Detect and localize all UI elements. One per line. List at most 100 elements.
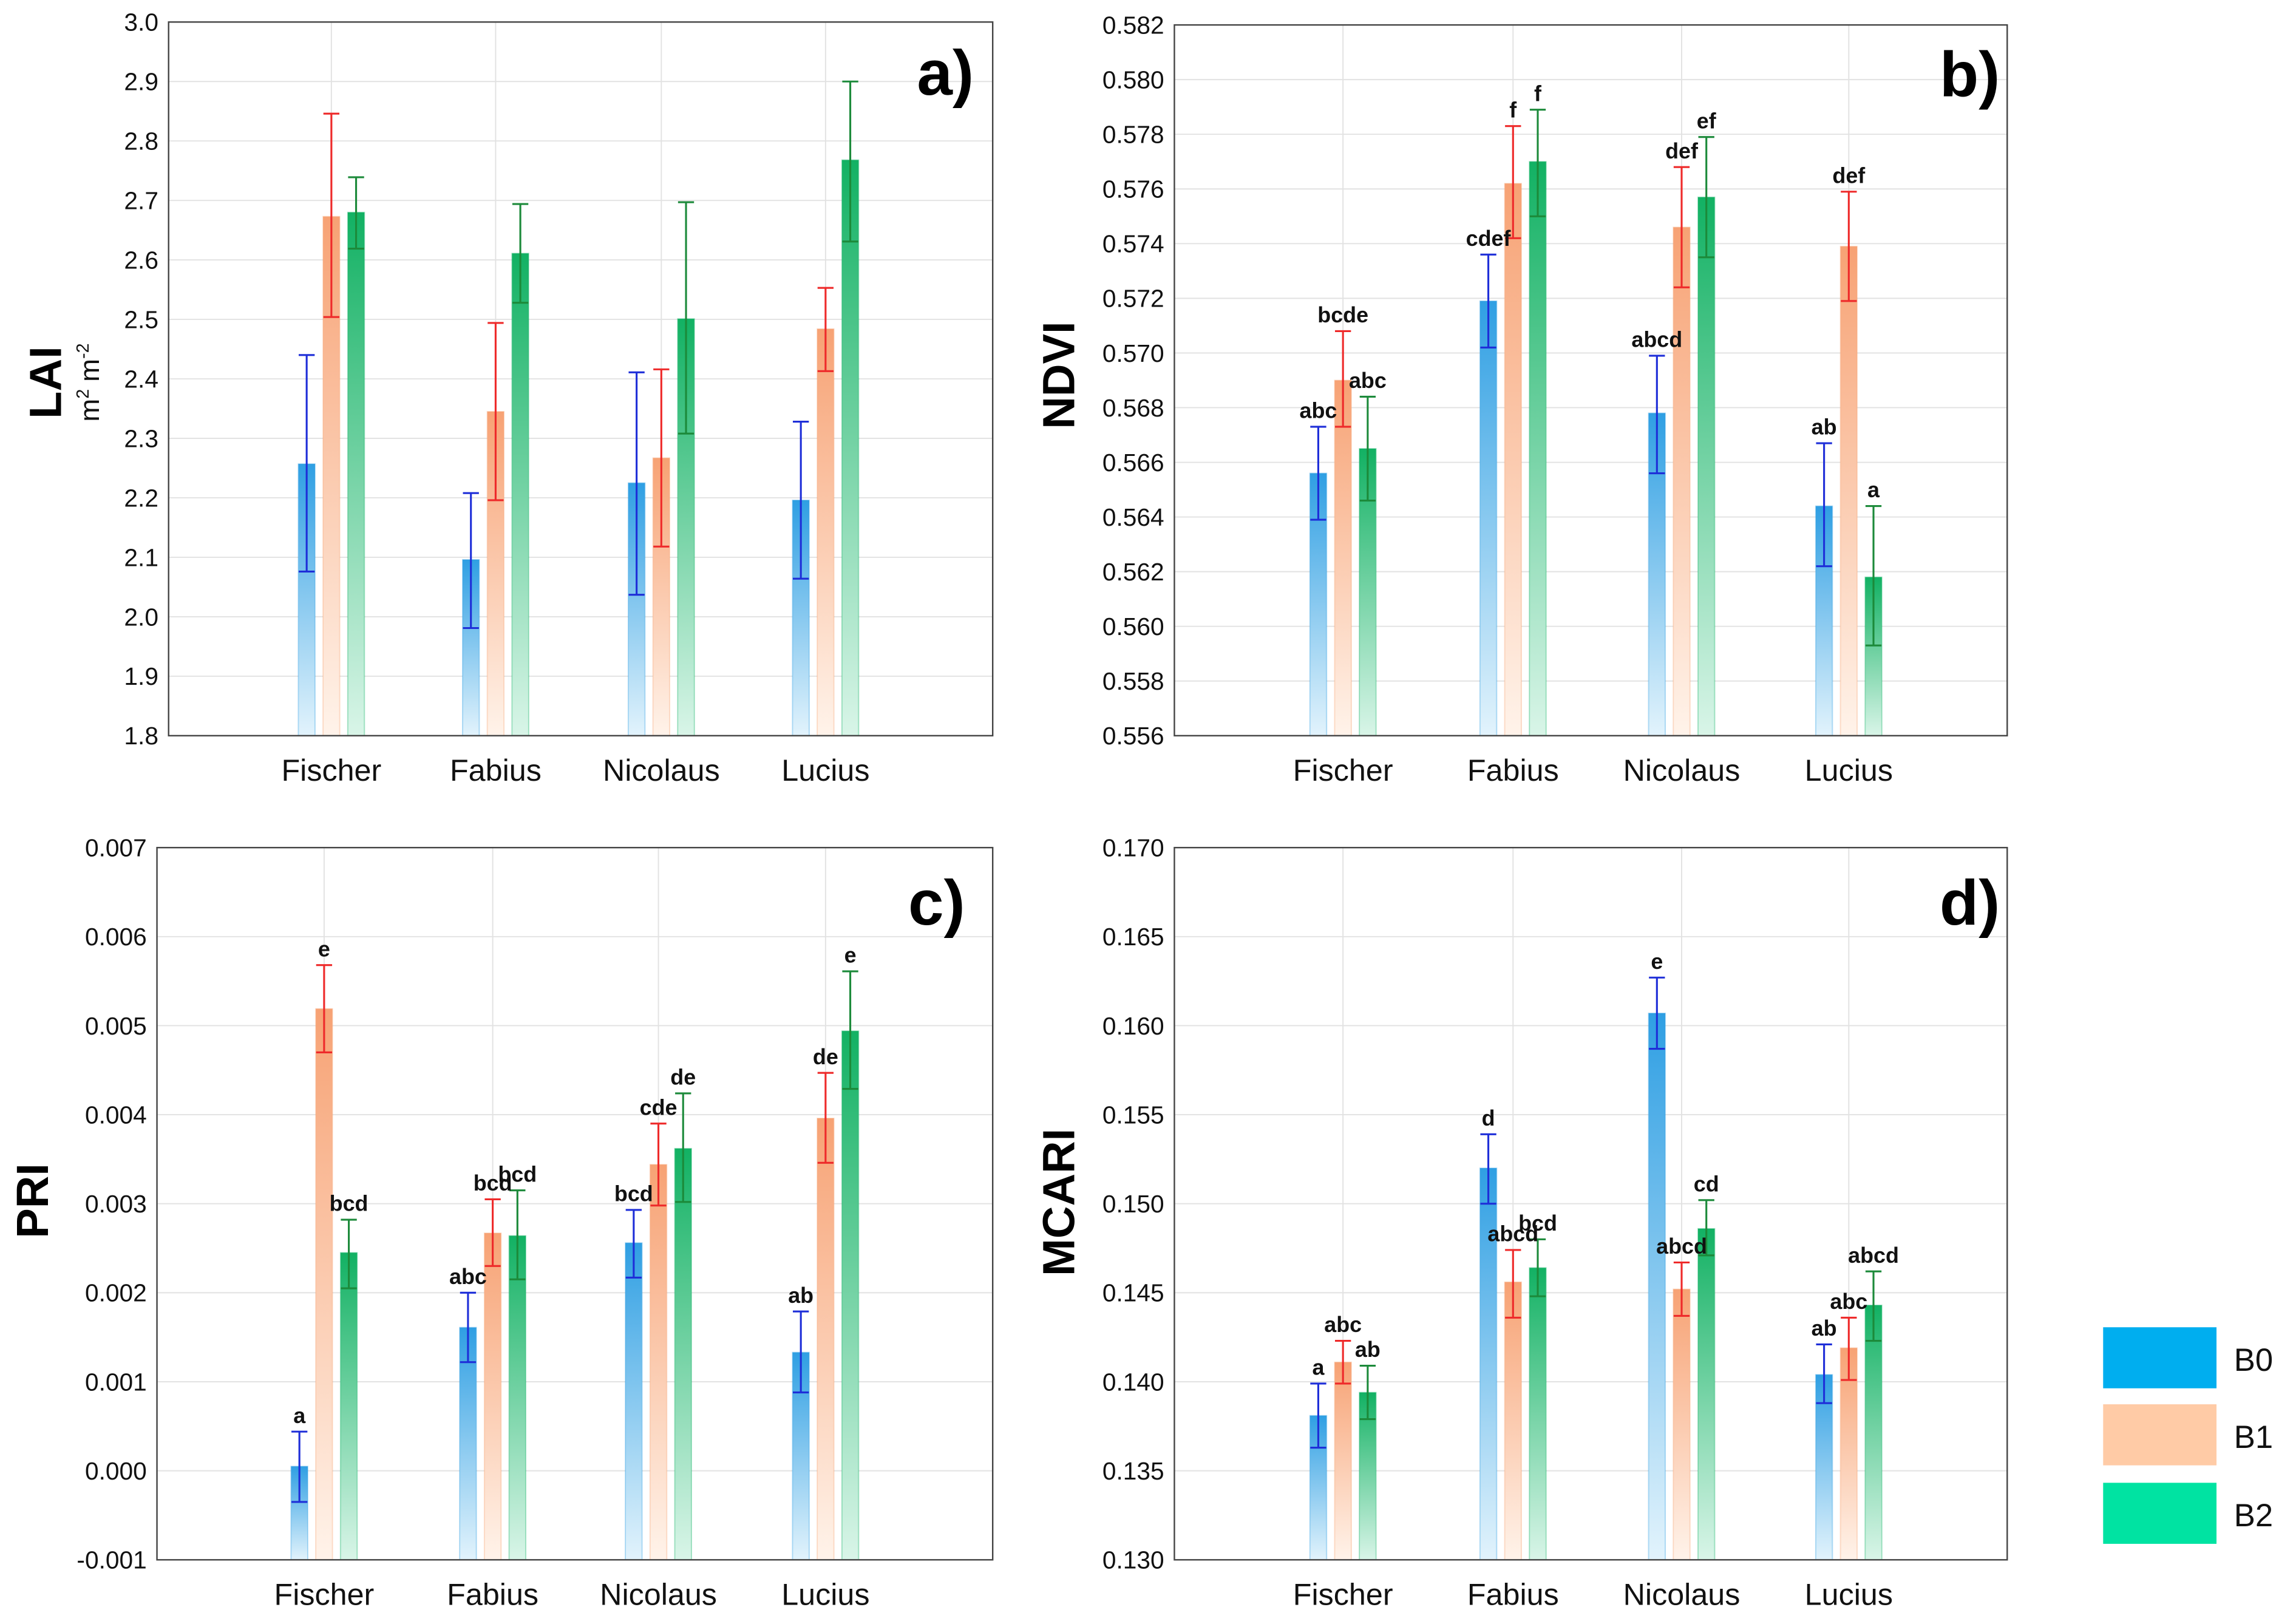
error-bar-fischer-b0 — [1310, 426, 1326, 521]
letter-label-nicolaus-b0: bcd — [614, 1181, 653, 1206]
error-bar-fischer-b2 — [341, 1218, 357, 1289]
y-tick-label: 0.562 — [1102, 558, 1164, 586]
error-bar-nicolaus-b2 — [1698, 1199, 1714, 1257]
y-tick-label: 2.0 — [124, 603, 158, 631]
plot-frame — [1173, 846, 2008, 1561]
bar-fabius-b2 — [1529, 1267, 1547, 1561]
y-axis-title: MCARI — [1033, 1129, 1084, 1276]
bar-fabius-b0 — [459, 1327, 477, 1561]
error-bar-fabius-b1 — [484, 1198, 501, 1267]
letter-label-lucius-b1: de — [813, 1044, 838, 1069]
y-tick-label: 0.572 — [1102, 285, 1164, 313]
legend-item-b2: B2 — [2103, 1483, 2273, 1544]
y-tick-label: 0.570 — [1102, 339, 1164, 367]
y-tick-label: 2.1 — [124, 543, 158, 571]
error-bar-nicolaus-b0 — [625, 1209, 642, 1279]
error-bar-fabius-b0 — [1480, 1133, 1496, 1205]
y-axis-ticks: 0.170 0.165 0.160 0.155 0.150 0.145 0.140 0.135… — [1102, 834, 1164, 1574]
y-tick-label: 0.005 — [85, 1012, 147, 1040]
x-category-label: Fischer — [1293, 753, 1393, 787]
x-category-label: Lucius — [781, 753, 869, 787]
x-category-label: Fabius — [450, 753, 542, 787]
error-bars — [291, 964, 858, 1503]
letter-label-fabius-b1: f — [1509, 97, 1517, 122]
y-tick-label: 0.582 — [1102, 11, 1164, 39]
y-axis-unit: m2m-2 — [73, 343, 105, 421]
bar-fabius-b2 — [1529, 161, 1547, 736]
x-category-label: Nicolaus — [603, 753, 720, 787]
letter-label-lucius-b2: a — [1867, 477, 1880, 502]
x-category-label: Lucius — [781, 1577, 869, 1611]
y-tick-label: 0.566 — [1102, 449, 1164, 477]
y-axis-ticks: 3.0 2.9 2.8 2.7 2.6 2.5 2.4 2.3 2.2 2.1 2.0 1.9 1.8 — [124, 8, 158, 750]
error-bar-lucius-b0 — [1816, 442, 1832, 568]
x-category-label: Fischer — [281, 753, 381, 787]
bar-fischer-b1 — [322, 216, 341, 736]
bar-lucius-b2 — [841, 1030, 860, 1561]
bars — [297, 159, 860, 736]
error-bar-fabius-b0 — [463, 492, 479, 630]
y-tick-label: 3.0 — [124, 8, 158, 36]
legend-label-b2: B2 — [2234, 1498, 2273, 1534]
letter-label-fabius-b2: f — [1534, 81, 1542, 106]
legend-label-b1: B1 — [2234, 1419, 2273, 1455]
letter-label-nicolaus-b0: abcd — [1631, 327, 1682, 352]
bar-lucius-b2 — [1864, 1304, 1883, 1561]
y-tick-label: 0.165 — [1102, 923, 1164, 951]
unit-base-2: m — [74, 359, 105, 382]
y-tick-label: 0.140 — [1102, 1368, 1164, 1396]
bar-nicolaus-b0 — [625, 1242, 643, 1561]
error-bar-lucius-b2 — [842, 970, 858, 1090]
error-bars — [298, 80, 858, 630]
y-tick-label: 0.150 — [1102, 1190, 1164, 1218]
letter-label-fabius-b2: bcd — [1518, 1211, 1557, 1235]
letter-label-fischer-b0: a — [1312, 1355, 1325, 1380]
legend-swatch-b0 — [2103, 1327, 2217, 1388]
y-axis-ticks: 0.007 0.006 0.005 0.004 0.003 0.002 0.001 0.000… — [76, 834, 146, 1574]
bar-fischer-b1 — [1334, 1361, 1352, 1561]
y-tick-label: 2.6 — [124, 246, 158, 274]
bars — [1309, 1012, 1883, 1561]
error-bar-nicolaus-b1 — [650, 1123, 667, 1207]
bar-nicolaus-b2 — [1697, 196, 1716, 736]
x-category-label: Fabius — [1467, 753, 1559, 787]
legend-item-b0: B0 — [2103, 1327, 2273, 1388]
error-bar-fischer-b2 — [348, 176, 364, 250]
legend-swatch-b1 — [2103, 1404, 2217, 1466]
y-axis-title: PRI — [7, 1163, 58, 1238]
panel-ndvi: 0.582 0.580 0.578 0.576 0.574 0.572 0.570 0.568… — [1033, 11, 2008, 787]
panel-label: d) — [1940, 868, 2000, 939]
error-bar-fabius-b2 — [1529, 109, 1546, 217]
letter-label-fischer-b1: bcde — [1317, 302, 1368, 327]
letter-label-fischer-b1: e — [318, 936, 330, 961]
y-tick-label: 0.004 — [85, 1101, 147, 1129]
y-tick-label: 0.001 — [85, 1368, 147, 1396]
y-tick-label: 2.5 — [124, 305, 158, 333]
error-bar-nicolaus-b0 — [1649, 976, 1665, 1050]
bar-fischer-b2 — [339, 1252, 358, 1561]
letter-label-fischer-b2: ab — [1355, 1337, 1381, 1362]
letter-label-lucius-b2: e — [844, 943, 857, 968]
error-bars — [1310, 109, 1882, 647]
letter-label-fischer-b2: abc — [1349, 368, 1387, 393]
panel-pri: 0.007 0.006 0.005 0.004 0.003 0.002 0.001 0.000… — [7, 834, 994, 1611]
y-tick-label: 0.000 — [85, 1457, 147, 1485]
y-tick-label: 0.135 — [1102, 1457, 1164, 1485]
bar-lucius-b1 — [817, 1117, 835, 1561]
letter-label-fabius-b0: cdef — [1466, 226, 1512, 251]
error-bar-lucius-b0 — [792, 421, 809, 580]
legend-swatch-b2 — [2103, 1483, 2217, 1544]
error-bar-nicolaus-b2 — [678, 201, 695, 435]
bar-fabius-b1 — [483, 1232, 502, 1561]
bar-nicolaus-b0 — [1648, 1012, 1666, 1561]
bar-nicolaus-b1 — [1673, 1288, 1691, 1561]
y-tick-label: 0.574 — [1102, 230, 1164, 258]
legend-item-b1: B1 — [2103, 1404, 2273, 1466]
panel-lai: 3.0 2.9 2.8 2.7 2.6 2.5 2.4 2.3 2.2 2.1 2.0 1.9 1.8 F… — [21, 8, 994, 787]
letter-label-nicolaus-b2: ef — [1697, 108, 1717, 133]
letter-label-lucius-b0: ab — [788, 1283, 813, 1308]
letter-label-lucius-b2: abcd — [1848, 1243, 1899, 1268]
bar-lucius-b2 — [841, 159, 860, 736]
